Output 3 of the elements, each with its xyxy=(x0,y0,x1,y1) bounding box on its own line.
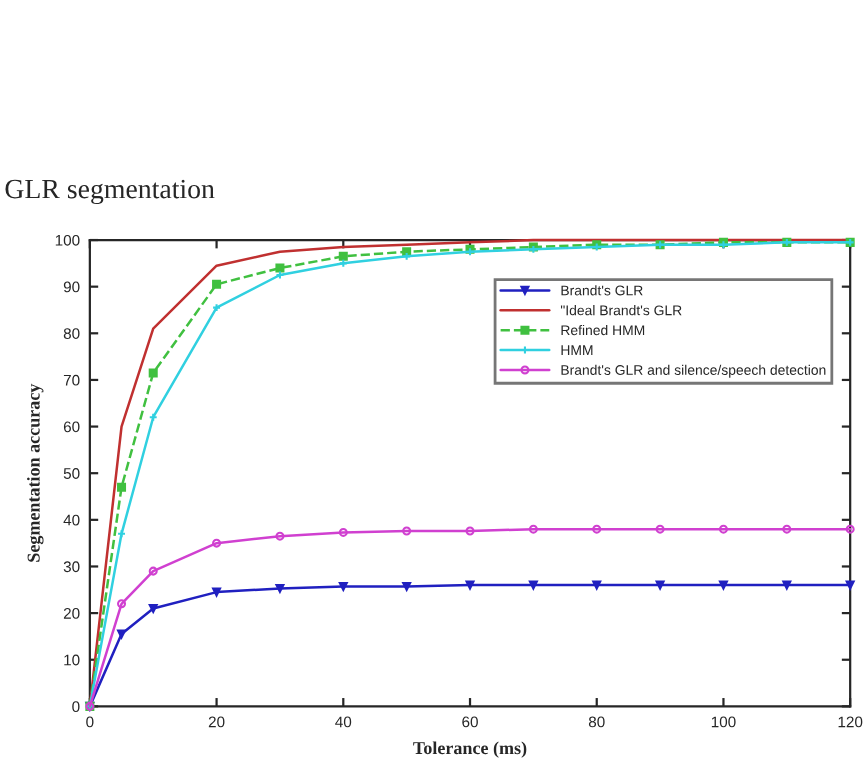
text: GLR segmentation xyxy=(5,179,215,205)
x-axis-title: Tolerance (ms) xyxy=(413,741,527,758)
y-axis-title: Segmentation accuracy xyxy=(27,383,44,562)
